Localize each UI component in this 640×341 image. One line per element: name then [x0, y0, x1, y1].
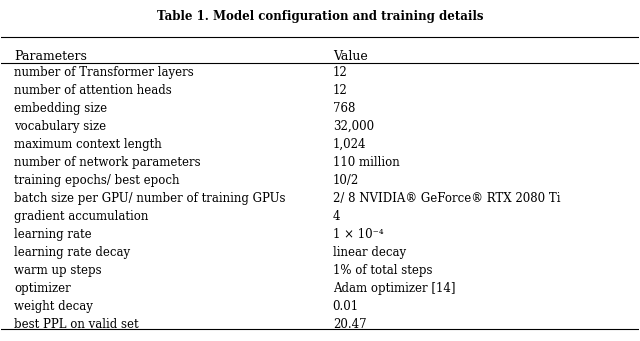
Text: Table 1. Model configuration and training details: Table 1. Model configuration and trainin…	[157, 10, 483, 23]
Text: number of network parameters: number of network parameters	[14, 156, 201, 169]
Text: 10/2: 10/2	[333, 174, 359, 187]
Text: 12: 12	[333, 66, 348, 79]
Text: batch size per GPU/ number of training GPUs: batch size per GPU/ number of training G…	[14, 192, 285, 205]
Text: learning rate decay: learning rate decay	[14, 246, 131, 259]
Text: training epochs/ best epoch: training epochs/ best epoch	[14, 174, 180, 187]
Text: number of Transformer layers: number of Transformer layers	[14, 66, 194, 79]
Text: warm up steps: warm up steps	[14, 264, 102, 277]
Text: vocabulary size: vocabulary size	[14, 120, 106, 133]
Text: linear decay: linear decay	[333, 246, 406, 259]
Text: Parameters: Parameters	[14, 50, 87, 63]
Text: maximum context length: maximum context length	[14, 138, 162, 151]
Text: 0.01: 0.01	[333, 300, 359, 313]
Text: best PPL on valid set: best PPL on valid set	[14, 318, 139, 331]
Text: learning rate: learning rate	[14, 228, 92, 241]
Text: Adam optimizer [14]: Adam optimizer [14]	[333, 282, 455, 295]
Text: Value: Value	[333, 50, 367, 63]
Text: 1 × 10⁻⁴: 1 × 10⁻⁴	[333, 228, 383, 241]
Text: 1,024: 1,024	[333, 138, 366, 151]
Text: 20.47: 20.47	[333, 318, 366, 331]
Text: gradient accumulation: gradient accumulation	[14, 210, 148, 223]
Text: 32,000: 32,000	[333, 120, 374, 133]
Text: 110 million: 110 million	[333, 156, 399, 169]
Text: 768: 768	[333, 102, 355, 115]
Text: optimizer: optimizer	[14, 282, 71, 295]
Text: embedding size: embedding size	[14, 102, 108, 115]
Text: 12: 12	[333, 84, 348, 97]
Text: 4: 4	[333, 210, 340, 223]
Text: 2/ 8 NVIDIA® GeForce® RTX 2080 Ti: 2/ 8 NVIDIA® GeForce® RTX 2080 Ti	[333, 192, 560, 205]
Text: number of attention heads: number of attention heads	[14, 84, 172, 97]
Text: weight decay: weight decay	[14, 300, 93, 313]
Text: 1% of total steps: 1% of total steps	[333, 264, 432, 277]
